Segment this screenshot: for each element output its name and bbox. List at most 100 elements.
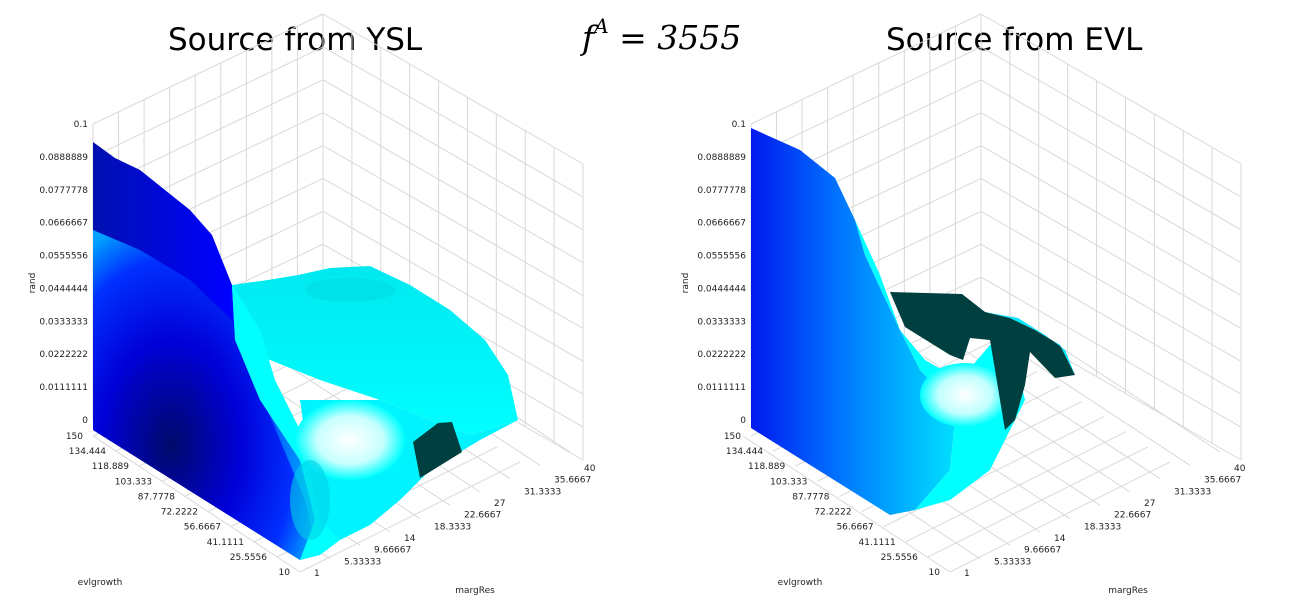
- axis-label-rand: rand: [28, 273, 38, 294]
- grid-line: [980, 145, 1242, 296]
- evlgrowth-tick-label: 25.5556: [230, 553, 267, 563]
- axis-label-evlgrowth: evlgrowth: [778, 578, 823, 588]
- evlgrowth-tick-label: 150: [724, 432, 741, 442]
- evlgrowth-tick-label: 87.7778: [792, 492, 829, 502]
- grid-line: [750, 46, 982, 158]
- margres-tick-label: 1: [964, 569, 970, 579]
- z-tick-label: 0.1: [74, 120, 88, 130]
- grid-line: [980, 210, 1242, 362]
- margres-tick-label: 5.33333: [994, 557, 1031, 567]
- margres-tick-label: 14: [404, 534, 416, 544]
- surface-teal-highlight: [305, 278, 395, 302]
- formula-value: = 3555: [619, 18, 742, 57]
- evlgrowth-tick-label: 118.889: [748, 462, 785, 472]
- evlgrowth-tick-label: 41.1111: [207, 538, 244, 548]
- evlgrowth-tick-label: 87.7778: [138, 492, 175, 502]
- surface-teal-streak: [290, 460, 330, 540]
- grid-line: [322, 210, 584, 362]
- margres-tick-label: 18.3333: [1084, 522, 1121, 532]
- margres-tick-label: 40: [584, 464, 596, 474]
- margres-tick-label: 9.66667: [1024, 546, 1061, 556]
- grid-line: [927, 446, 1149, 558]
- z-tick-label: 0.0222222: [39, 350, 88, 360]
- evlgrowth-tick-label: 134.444: [69, 447, 106, 457]
- evlgrowth-tick-label: 25.5556: [881, 553, 918, 563]
- grid-line: [980, 178, 1242, 329]
- z-tick-label: 0.0555556: [39, 252, 88, 262]
- evlgrowth-tick-label: 72.2222: [161, 508, 198, 518]
- grid-line: [980, 46, 1242, 198]
- surface-top-plateau: [232, 266, 518, 435]
- axis-label-rand: rand: [681, 273, 691, 294]
- z-tick-label: 0.0333333: [697, 317, 746, 327]
- surface-dark-region: [93, 230, 315, 560]
- surface-front-cyan: [855, 220, 1025, 510]
- z-tick-label: 0.0333333: [39, 317, 88, 327]
- z-tick-label: 0.1: [732, 120, 746, 130]
- margres-tick-label: 18.3333: [434, 522, 471, 532]
- surface-main-body: [751, 128, 955, 515]
- plot-title-ysl: Source from YSL: [168, 22, 423, 58]
- z-tick-label: 0.0666667: [39, 219, 88, 229]
- z-tick-label: 0.0444444: [39, 284, 88, 294]
- z-tick-label: 0.0555556: [697, 252, 746, 262]
- margres-tick-label: 22.6667: [464, 511, 501, 521]
- z-tick-label: 0: [82, 416, 88, 426]
- margres-tick-label: 31.3333: [1174, 487, 1211, 497]
- formula-symbol: f: [582, 18, 595, 57]
- evlgrowth-tick-label: 10: [279, 568, 291, 578]
- z-tick-label: 0.0888889: [39, 153, 88, 163]
- grid-line: [92, 435, 301, 573]
- plot-title-evl: Source from EVL: [886, 22, 1143, 58]
- grid-line: [750, 13, 982, 125]
- grid-line: [322, 46, 584, 198]
- evlgrowth-tick-label: 134.444: [726, 447, 763, 457]
- evlgrowth-tick-label: 103.333: [115, 477, 152, 487]
- margres-tick-label: 35.6667: [1204, 476, 1241, 486]
- margres-tick-label: 9.66667: [374, 546, 411, 556]
- evlgrowth-tick-label: 150: [66, 432, 83, 442]
- margres-tick-label: 31.3333: [524, 487, 561, 497]
- surface-right-lobe: [985, 312, 1075, 375]
- grid-line: [322, 145, 584, 296]
- margres-tick-label: 27: [1144, 499, 1155, 509]
- grid-line: [742, 435, 951, 573]
- margres-tick-label: 35.6667: [554, 476, 591, 486]
- evlgrowth-tick-label: 72.2222: [814, 508, 851, 518]
- grid-line: [299, 461, 521, 573]
- evlgrowth-tick-label: 118.889: [92, 462, 129, 472]
- evlgrowth-tick-label: 56.6667: [184, 523, 221, 533]
- evlgrowth-tick-label: 56.6667: [836, 523, 873, 533]
- grid-line: [322, 13, 584, 165]
- axis-label-evlgrowth: evlgrowth: [78, 578, 123, 588]
- z-tick-label: 0.0111111: [697, 383, 746, 393]
- surface-plot-evl: 0 0.0111111 0.0222222 0.0333333 0.0444444 0.0…: [681, 13, 1246, 596]
- z-tick-label: 0.0777778: [697, 186, 746, 196]
- axis-label-margres: margRes: [1108, 586, 1148, 596]
- z-tick-label: 0.0666667: [697, 219, 746, 229]
- grid-line: [92, 13, 324, 125]
- margres-tick-label: 40: [1234, 464, 1246, 474]
- formula-label: fA = 3555: [582, 14, 742, 57]
- axis-label-margres: margRes: [455, 586, 495, 596]
- grid-line: [905, 431, 1127, 543]
- evlgrowth-tick-label: 10: [929, 568, 941, 578]
- surface-white-peak: [920, 363, 1010, 427]
- evlgrowth-tick-label: 103.333: [770, 477, 807, 487]
- grid-line: [980, 79, 1242, 231]
- margres-tick-label: 22.6667: [1114, 511, 1151, 521]
- grid-line: [980, 112, 1242, 264]
- z-tick-label: 0.0111111: [39, 383, 88, 393]
- z-tick-label: 0.0444444: [697, 284, 746, 294]
- grid-line: [980, 243, 1242, 395]
- margres-tick-label: 5.33333: [344, 557, 381, 567]
- surface-dark-patch: [413, 422, 462, 478]
- surface-dark-patch-main: [890, 292, 1075, 430]
- grid-line: [980, 13, 1242, 165]
- margres-tick-label: 27: [494, 499, 505, 509]
- grid-line: [949, 461, 1171, 573]
- grid-line: [980, 276, 1242, 428]
- formula-superscript: A: [594, 14, 609, 38]
- z-tick-label: 0: [740, 416, 746, 426]
- z-tick-label: 0.0222222: [697, 350, 746, 360]
